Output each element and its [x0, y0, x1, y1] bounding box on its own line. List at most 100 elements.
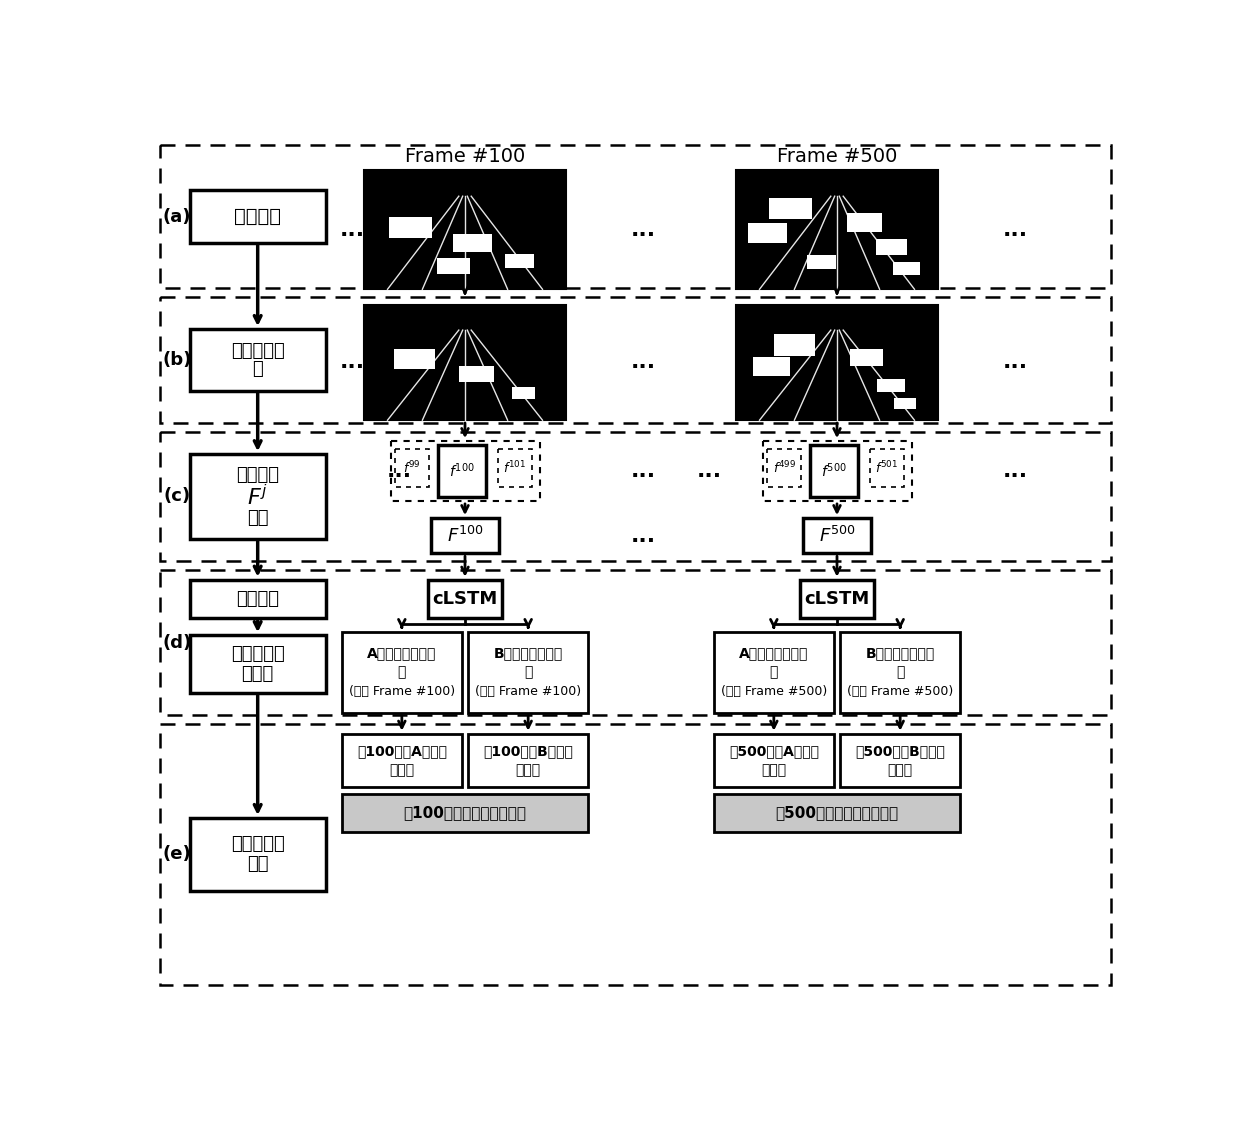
Bar — [804, 518, 870, 554]
Bar — [469, 733, 588, 787]
Text: ...: ... — [697, 461, 722, 481]
Text: $f^{500}$: $f^{500}$ — [821, 462, 847, 480]
Text: 第500帧的密度和速度估计: 第500帧的密度和速度估计 — [775, 805, 899, 821]
Text: Frame #100: Frame #100 — [405, 147, 525, 166]
Bar — [160, 724, 1111, 984]
Bar — [392, 441, 541, 501]
Bar — [190, 328, 325, 390]
Bar — [764, 441, 913, 501]
Text: ...: ... — [1003, 461, 1028, 481]
Bar — [365, 305, 565, 420]
Bar — [768, 448, 801, 488]
Bar — [714, 632, 833, 713]
Text: (截至 Frame #100): (截至 Frame #100) — [475, 685, 582, 698]
Text: $f^{100}$: $f^{100}$ — [449, 462, 475, 480]
Text: $f^{101}$: $f^{101}$ — [503, 460, 526, 476]
Text: 目: 目 — [525, 666, 532, 679]
Text: 第500帧的B方向体: 第500帧的B方向体 — [856, 744, 945, 758]
Text: (e): (e) — [162, 845, 191, 863]
Bar — [714, 733, 833, 787]
Text: ...: ... — [631, 220, 656, 240]
Text: 目: 目 — [897, 666, 904, 679]
Bar — [365, 170, 565, 289]
Bar — [800, 580, 874, 618]
Text: (截至 Frame #500): (截至 Frame #500) — [720, 685, 827, 698]
Bar — [190, 454, 325, 539]
Text: 第100帧的密度和速度估计: 第100帧的密度和速度估计 — [403, 805, 527, 821]
Bar — [769, 197, 812, 220]
Bar — [342, 794, 588, 832]
Bar — [737, 170, 937, 289]
Bar — [160, 297, 1111, 423]
Text: $F^{100}$: $F^{100}$ — [446, 526, 484, 546]
Bar — [748, 223, 786, 243]
Bar — [714, 794, 960, 832]
Bar — [160, 146, 1111, 288]
Bar — [875, 239, 906, 254]
Text: 目: 目 — [398, 666, 405, 679]
Text: 量估计: 量估计 — [761, 762, 786, 777]
Text: B方向经过车辆数: B方向经过车辆数 — [494, 646, 563, 660]
Bar — [847, 213, 882, 232]
Text: ...: ... — [387, 461, 412, 481]
Text: ...: ... — [631, 352, 656, 372]
Bar — [190, 191, 325, 243]
Text: 时空特征: 时空特征 — [236, 466, 279, 484]
Bar — [342, 733, 461, 787]
Bar — [737, 305, 937, 420]
Text: 交通流参数: 交通流参数 — [231, 835, 284, 853]
Text: (b): (b) — [162, 351, 191, 369]
Bar — [774, 334, 815, 355]
Text: 第100帧的A方向体: 第100帧的A方向体 — [357, 744, 446, 758]
Text: A方向经过车辆数: A方向经过车辆数 — [367, 646, 436, 660]
Bar — [841, 632, 960, 713]
Text: ...: ... — [631, 526, 656, 546]
Text: $f^{501}$: $f^{501}$ — [875, 460, 898, 476]
Bar — [753, 358, 790, 376]
Text: cLSTM: cLSTM — [433, 590, 497, 608]
Text: Frame #500: Frame #500 — [776, 147, 898, 166]
Text: ...: ... — [1003, 352, 1028, 372]
Bar — [469, 632, 588, 713]
Text: 量估计: 量估计 — [516, 762, 541, 777]
Text: ...: ... — [340, 352, 366, 372]
Text: 估计: 估计 — [247, 855, 268, 873]
Text: cLSTM: cLSTM — [805, 590, 869, 608]
Text: $F^{500}$: $F^{500}$ — [818, 526, 856, 546]
Bar — [497, 448, 532, 488]
Bar — [841, 733, 960, 787]
Bar — [851, 349, 883, 365]
Bar — [396, 448, 429, 488]
Text: A方向经过车辆数: A方向经过车辆数 — [739, 646, 808, 660]
Bar — [438, 445, 486, 498]
Text: (截至 Frame #500): (截至 Frame #500) — [847, 685, 954, 698]
Text: B方向经过车辆数: B方向经过车辆数 — [866, 646, 935, 660]
Text: $f^{99}$: $f^{99}$ — [403, 460, 422, 476]
Text: 显著车辆检: 显著车辆检 — [231, 342, 284, 360]
Text: $F^j$: $F^j$ — [247, 484, 268, 509]
Text: 测: 测 — [252, 360, 263, 378]
Bar — [894, 398, 916, 409]
Text: 量估计: 量估计 — [389, 762, 414, 777]
Text: $f^{499}$: $f^{499}$ — [773, 460, 796, 476]
Text: (d): (d) — [162, 633, 191, 651]
Text: (a): (a) — [162, 207, 191, 225]
Text: 计数网络: 计数网络 — [236, 590, 279, 608]
Text: 第500帧的A方向体: 第500帧的A方向体 — [729, 744, 818, 758]
Bar — [160, 571, 1111, 715]
Text: 提取: 提取 — [247, 509, 268, 527]
Bar — [454, 234, 492, 252]
Bar — [869, 448, 904, 488]
Text: (截至 Frame #100): (截至 Frame #100) — [348, 685, 455, 698]
Bar — [160, 432, 1111, 562]
Text: ...: ... — [1003, 220, 1028, 240]
Text: 辆计数: 辆计数 — [242, 665, 274, 683]
Text: 实时双向车: 实时双向车 — [231, 645, 284, 663]
Bar — [878, 379, 905, 392]
Text: (c): (c) — [164, 488, 190, 506]
Bar — [459, 365, 494, 382]
Bar — [438, 259, 470, 274]
Text: ...: ... — [631, 461, 656, 481]
Bar — [394, 349, 435, 369]
Bar — [432, 518, 498, 554]
